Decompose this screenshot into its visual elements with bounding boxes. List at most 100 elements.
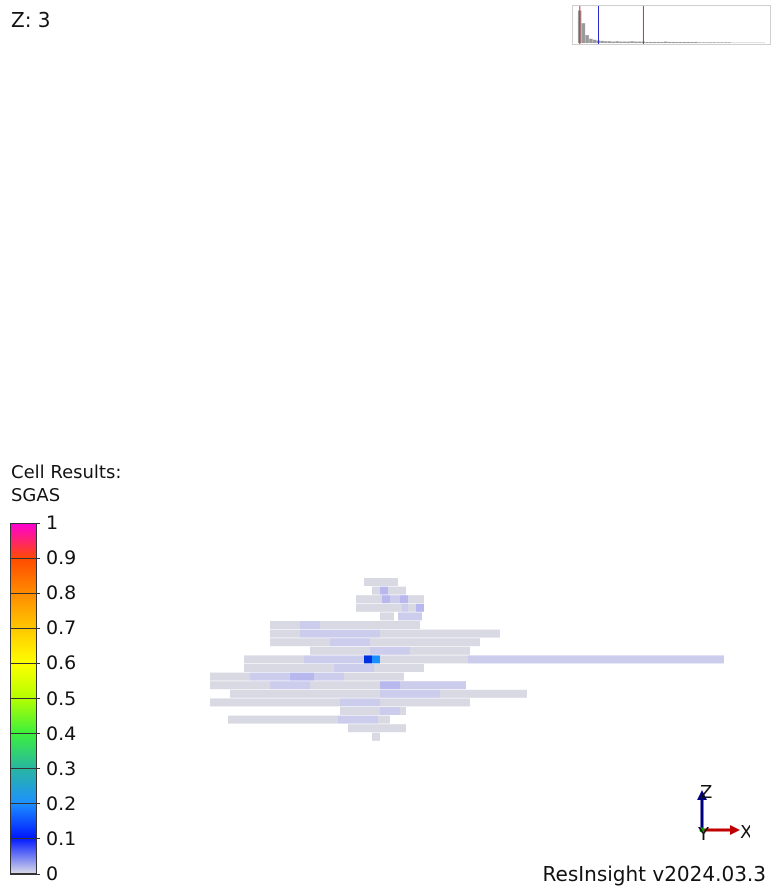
grid-cell-segment[interactable] bbox=[380, 689, 440, 698]
grid-cell-segment[interactable] bbox=[380, 698, 410, 707]
grid-cell-segment[interactable] bbox=[310, 646, 370, 655]
grid-cell-segment[interactable] bbox=[402, 603, 408, 612]
grid-cell-segment[interactable] bbox=[348, 724, 406, 733]
grid-cell-segment[interactable] bbox=[440, 689, 527, 698]
legend-tick-label: 0.2 bbox=[46, 792, 77, 815]
legend-tick-mark bbox=[10, 733, 40, 735]
grid-cell-segment[interactable] bbox=[330, 638, 370, 647]
y-axis-label: Y bbox=[697, 824, 710, 842]
grid-cell-segment[interactable] bbox=[382, 595, 390, 604]
grid-cell-segment[interactable] bbox=[468, 655, 724, 664]
grid-cell-segment[interactable] bbox=[380, 681, 400, 690]
legend-tick-label: 0.6 bbox=[46, 652, 77, 675]
grid-cell-segment[interactable] bbox=[364, 578, 398, 586]
grid-cell-segment[interactable] bbox=[300, 621, 320, 629]
legend-tick-mark bbox=[10, 873, 40, 875]
grid-cell-segment[interactable] bbox=[340, 698, 380, 707]
legend-tick-mark bbox=[10, 557, 40, 559]
grid-cell-segment[interactable] bbox=[230, 689, 380, 698]
grid-cell-segment[interactable] bbox=[380, 655, 420, 664]
grid-cell-segment[interactable] bbox=[398, 612, 422, 621]
grid-cell-segment[interactable] bbox=[300, 629, 330, 638]
grid-cell-segment[interactable] bbox=[372, 732, 380, 741]
histogram-bar bbox=[686, 41, 690, 44]
histogram-bar bbox=[589, 38, 593, 44]
grid-cell-segment[interactable] bbox=[380, 707, 400, 715]
grid-cell-segment[interactable] bbox=[364, 672, 404, 681]
histogram-bar bbox=[720, 42, 724, 44]
histogram-bar bbox=[645, 41, 649, 44]
grid-cell-segment[interactable] bbox=[338, 715, 378, 724]
legend-tick-label: 0.9 bbox=[46, 547, 77, 570]
grid-cell-segment[interactable] bbox=[370, 638, 460, 647]
grid-cell-segment[interactable] bbox=[408, 603, 416, 612]
legend-tick-label: 1 bbox=[46, 512, 59, 534]
grid-cell-segment[interactable] bbox=[310, 681, 350, 690]
grid-cell-segment[interactable] bbox=[416, 603, 424, 612]
legend-tick-mark bbox=[10, 592, 40, 594]
grid-cell-segment[interactable] bbox=[270, 681, 310, 690]
grid-cell-segment[interactable] bbox=[304, 655, 364, 664]
legend-tick-mark bbox=[10, 627, 40, 629]
grid-cell-segment[interactable] bbox=[380, 621, 420, 629]
grid-cell-segment[interactable] bbox=[356, 603, 382, 612]
grid-cell-segment[interactable] bbox=[400, 681, 466, 690]
version-label: ResInsight v2024.03.3 bbox=[542, 862, 766, 886]
grid-cell-segment[interactable] bbox=[410, 698, 470, 707]
grid-cell-segment[interactable] bbox=[374, 664, 404, 672]
grid-cell-segment[interactable] bbox=[330, 629, 380, 638]
grid-cell-segment[interactable] bbox=[270, 638, 330, 647]
histogram-bar bbox=[656, 41, 660, 44]
grid-cell-segment[interactable] bbox=[210, 672, 250, 681]
grid-cell-segment[interactable] bbox=[370, 646, 410, 655]
grid-cell-segment[interactable] bbox=[356, 595, 382, 604]
grid-cell-segment[interactable] bbox=[372, 586, 380, 595]
grid-cell-segment[interactable] bbox=[380, 586, 388, 595]
grid-cell-segment[interactable] bbox=[210, 681, 270, 690]
histogram-bar bbox=[727, 42, 732, 44]
grid-cell-segment[interactable] bbox=[410, 646, 470, 655]
grid-cell-segment[interactable] bbox=[378, 715, 390, 724]
grid-cell-segment[interactable] bbox=[388, 586, 406, 595]
legend-tick-label: 0 bbox=[46, 863, 59, 885]
histogram-bar bbox=[660, 41, 664, 44]
grid-cell-segment[interactable] bbox=[270, 621, 300, 629]
histogram-bar bbox=[675, 41, 679, 44]
grid-cell-segment[interactable] bbox=[408, 595, 424, 604]
histogram-bar bbox=[652, 41, 657, 44]
grid-cell-segment[interactable] bbox=[404, 664, 424, 672]
grid-cell-segment[interactable] bbox=[380, 629, 500, 638]
grid-cell-segment[interactable] bbox=[344, 672, 364, 681]
grid-cell-segment[interactable] bbox=[314, 672, 344, 681]
histogram-bar bbox=[604, 41, 608, 44]
grid-cell-segment[interactable] bbox=[210, 698, 340, 707]
histogram-bar bbox=[693, 41, 698, 44]
grid-cell-segment[interactable] bbox=[400, 707, 406, 715]
grid-cell-segment[interactable] bbox=[364, 655, 372, 664]
grid-cell-segment[interactable] bbox=[420, 655, 468, 664]
grid-cell-segment[interactable] bbox=[244, 655, 304, 664]
grid-cell-segment[interactable] bbox=[334, 664, 374, 672]
histogram-bar bbox=[611, 41, 616, 44]
grid-cell-segment[interactable] bbox=[350, 681, 380, 690]
grid-cell-segment[interactable] bbox=[382, 603, 402, 612]
legend-tick-label: 0.4 bbox=[46, 722, 77, 745]
reservoir-grid-view[interactable] bbox=[200, 570, 740, 760]
grid-cell-segment[interactable] bbox=[390, 595, 400, 604]
grid-cell-segment[interactable] bbox=[460, 638, 480, 647]
grid-cell-segment[interactable] bbox=[228, 715, 338, 724]
grid-cell-segment[interactable] bbox=[244, 664, 334, 672]
grid-cell-segment[interactable] bbox=[270, 629, 300, 638]
grid-cell-segment[interactable] bbox=[400, 595, 408, 604]
grid-cell-segment[interactable] bbox=[290, 672, 314, 681]
legend-tick-label: 0.5 bbox=[46, 687, 77, 710]
histogram-bar bbox=[600, 40, 604, 44]
grid-cell-segment[interactable] bbox=[320, 621, 380, 629]
histogram-bar bbox=[637, 41, 642, 44]
grid-cell-segment[interactable] bbox=[380, 612, 394, 621]
grid-cell-segment[interactable] bbox=[250, 672, 290, 681]
grid-cell-segment[interactable] bbox=[340, 707, 380, 715]
grid-cell-segment[interactable] bbox=[372, 655, 380, 664]
histogram-bar bbox=[671, 41, 675, 44]
legend-tick-mark bbox=[10, 768, 40, 770]
